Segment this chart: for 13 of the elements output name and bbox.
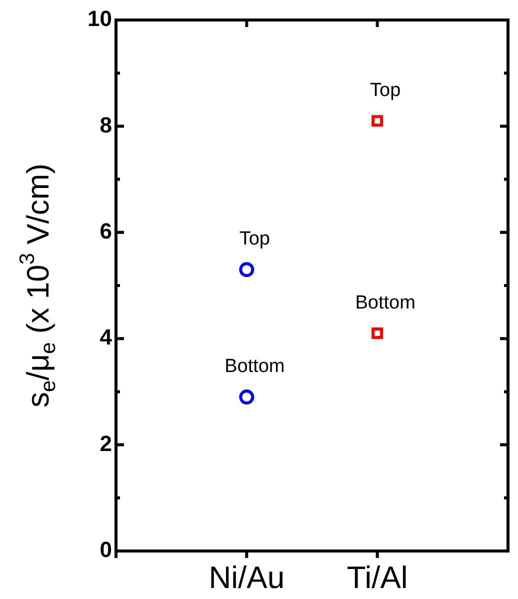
y-tick-label: 0 bbox=[100, 537, 112, 562]
x-tick-label: Ti/Al bbox=[346, 560, 408, 596]
y-tick-label: 6 bbox=[100, 218, 112, 244]
y-tick-label: 10 bbox=[88, 6, 112, 32]
x-tick-label: Ni/Au bbox=[208, 560, 285, 596]
y-tick-label: 4 bbox=[100, 324, 113, 350]
annotation: Top bbox=[370, 80, 401, 101]
y-tick-label: 2 bbox=[100, 430, 112, 456]
y-axis-title: se/μe (x 103 V/cm) bbox=[16, 163, 60, 408]
annotation: Bottom bbox=[355, 292, 416, 314]
annotation: Bottom bbox=[224, 356, 285, 378]
y-tick-label: 8 bbox=[100, 112, 112, 138]
annotation: Top bbox=[239, 228, 270, 250]
